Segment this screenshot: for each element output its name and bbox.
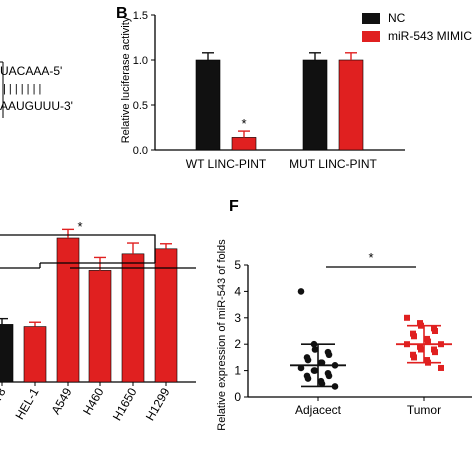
panel-label-f: F [229,198,239,215]
sequence-alignment: UACAAA-5' | | | | | | | AAUGUUU-3' [0,61,73,118]
significance-star: * [77,219,82,234]
x-tick-label: WT LINC-PINT [186,157,267,171]
data-point [318,359,326,366]
y-tick-label: 0 [234,390,241,404]
legend-swatch [362,13,380,24]
bar [56,237,80,383]
legend-swatch [362,31,380,42]
x-tick-label: H1299 [143,385,173,423]
significance-bracket [0,234,196,269]
sequence-pairs: | | | | | | | [3,83,41,95]
data-point [304,375,312,382]
data-point [311,346,319,353]
data-point [318,380,326,388]
y-tick-label: 1.5 [133,10,148,22]
significance-star: * [368,250,373,265]
x-tick-label: ?8 [0,385,9,404]
data-point [438,364,444,371]
data-point [425,338,431,345]
y-tick-label: 5 [234,258,241,272]
y-tick-label: 0.0 [133,145,148,157]
data-point [432,349,438,356]
bar [338,59,364,151]
chart-panel-f: 0 1 2 3 4 5 Relative expression of miR-543 of … [216,239,472,431]
data-point [311,367,319,374]
data-point [297,288,305,295]
x-tick-label: Tumor [407,403,441,417]
y-tick-label: 0.5 [133,100,148,112]
data-point [411,354,417,361]
y-tick-label: 3 [234,311,241,325]
x-tick-label: H1650 [110,385,140,423]
bar [0,324,14,383]
y-tick-label: 2 [234,337,241,351]
sequence-bottom: AAUGUUU-3' [0,99,73,113]
data-point [304,356,312,364]
panel-label-b: B [116,5,128,22]
sequence-top: UACAAA-5' [0,64,62,78]
data-point [418,346,424,353]
data-point [411,333,417,340]
y-tick-label: 1 [234,364,241,378]
chart-panel-e: ?8 HEL-1 A549 H460 H1650 H1299 * [0,219,196,423]
data-point [432,328,438,334]
x-tick-label: HEL-1 [12,385,41,422]
bar [88,270,112,383]
y-axis-title: Relative luciferase activity [120,16,132,143]
legend-label: miR-543 MIMIC [388,29,472,43]
x-tick-label: Adjacect [295,403,342,417]
x-tick-label: MUT LINC-PINT [289,157,377,171]
data-point [404,314,410,321]
x-tick-label: H460 [80,385,107,417]
bar [302,59,328,151]
legend-label: NC [388,11,406,25]
significance-star: * [241,116,246,131]
bar [231,137,257,151]
bar [154,248,178,383]
bar [23,326,47,383]
data-point [325,372,333,380]
data-point [325,351,333,359]
bar [195,59,221,151]
bar [121,253,145,383]
y-tick-label: 4 [234,284,241,298]
data-point [297,364,305,372]
y-tick-label: 1.0 [133,55,148,67]
x-tick-label: A549 [48,385,74,417]
y-axis-title: Relative expression of miR-543 of folds [216,239,228,431]
